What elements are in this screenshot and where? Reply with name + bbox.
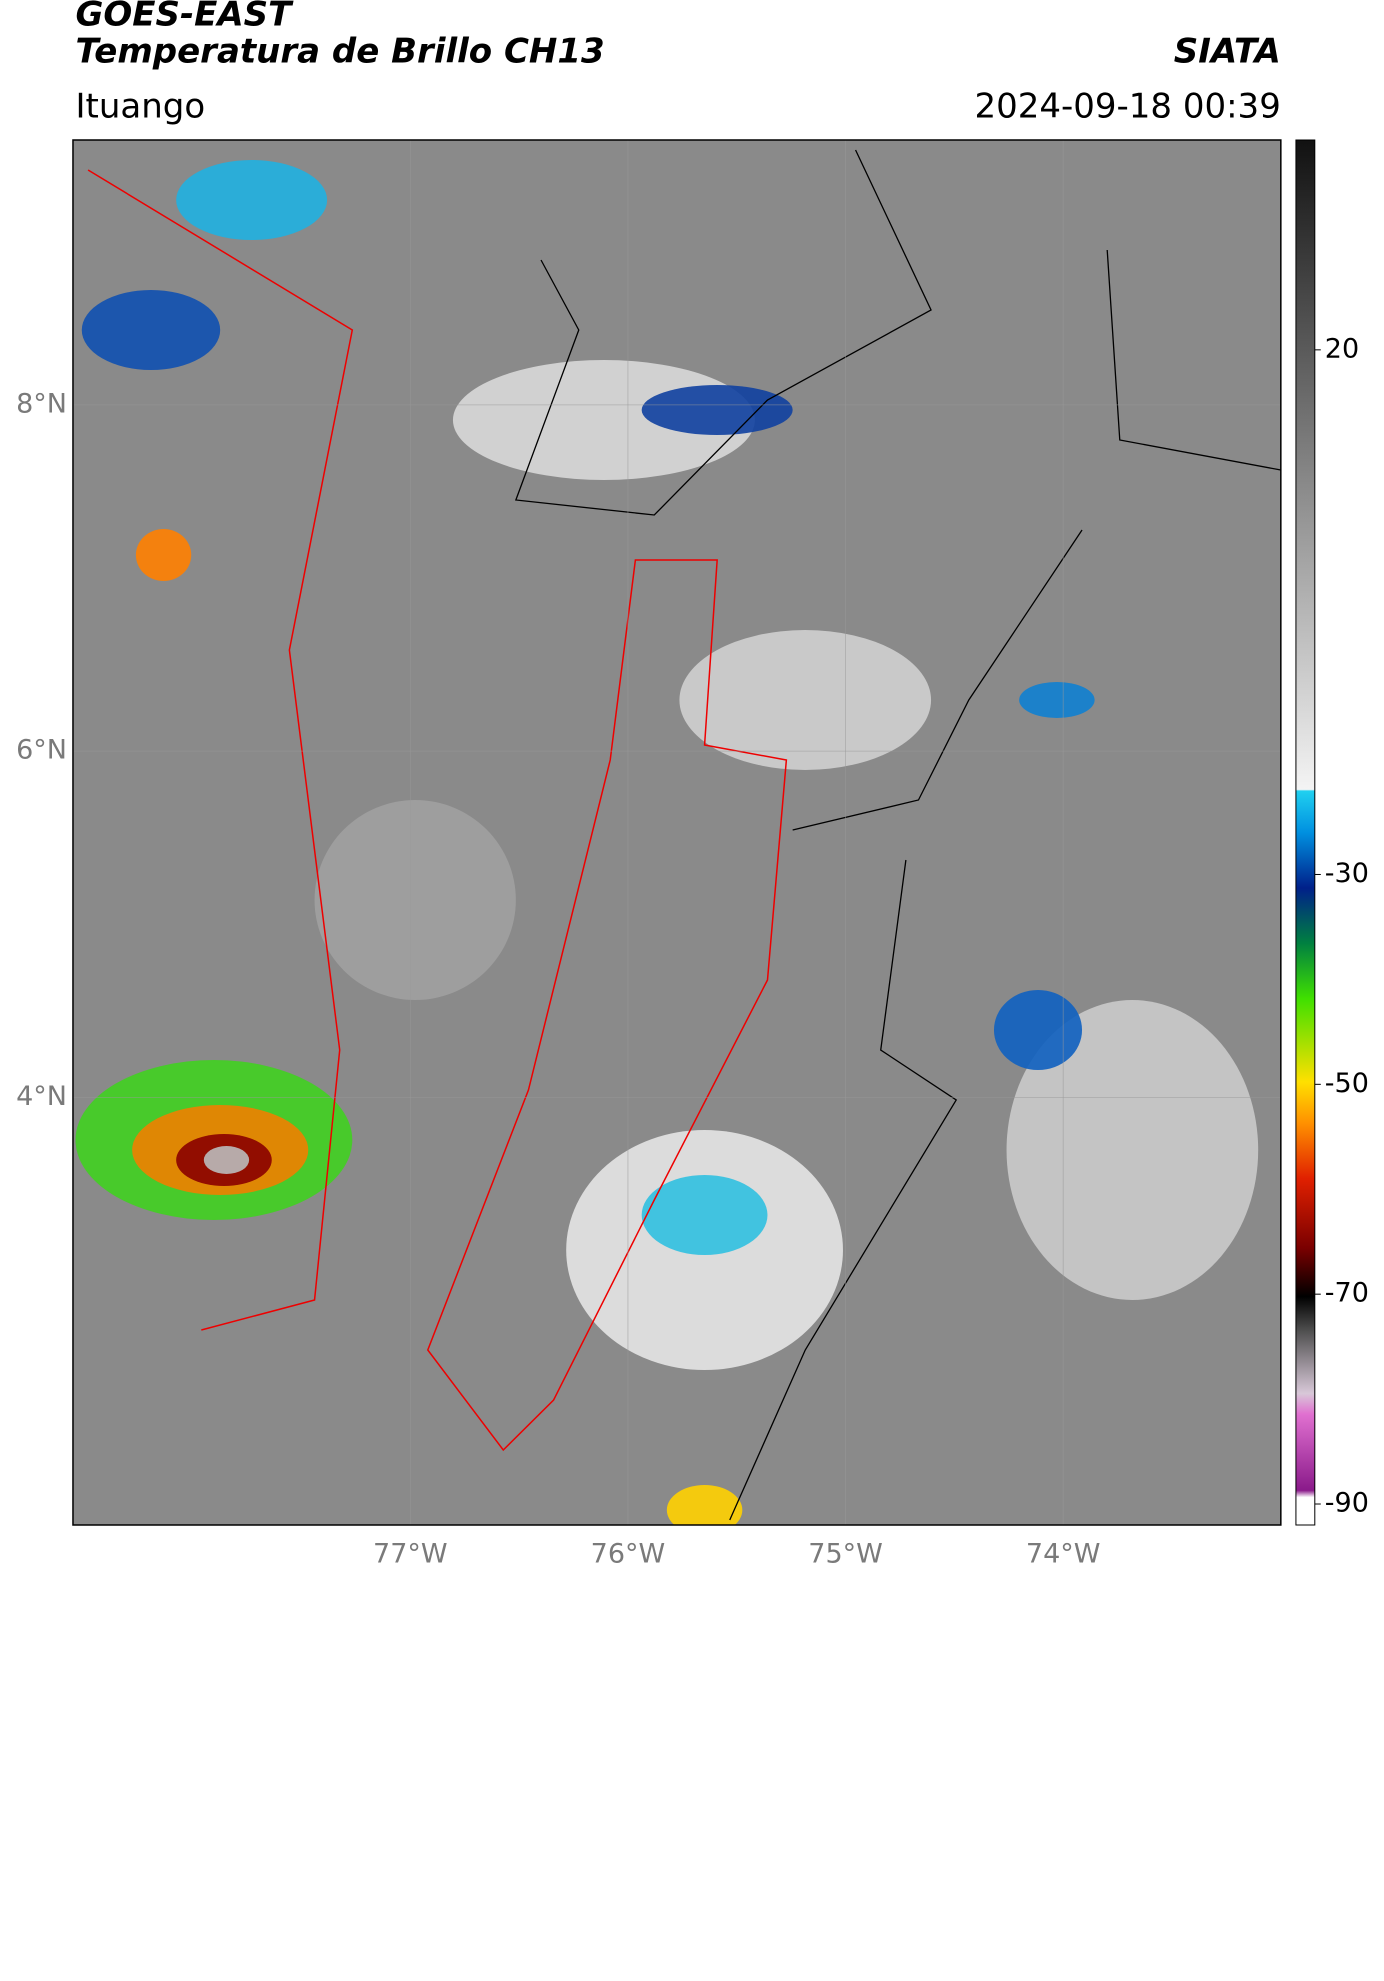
cloud [203, 1146, 250, 1174]
datetime: 2024-09-18 00:39 [974, 87, 1280, 127]
source: SIATA [1174, 32, 1281, 72]
y-tick-label: 4°N [16, 1081, 67, 1112]
colorbar-label: 20 [1325, 333, 1359, 364]
cloud [1019, 682, 1095, 718]
x-tick-label: 75°W [808, 1539, 883, 1570]
colorbar-label: -90 [1325, 1488, 1369, 1519]
title: Temperatura de Brillo CH13 [75, 32, 604, 72]
y-tick-label: 6°N [16, 735, 67, 766]
border [426, 559, 788, 1452]
border [514, 149, 1281, 1521]
cloud [993, 990, 1083, 1070]
cloud [641, 1175, 768, 1255]
cloud [81, 290, 221, 370]
satellite-image [72, 140, 1281, 1525]
border [87, 169, 354, 1331]
x-tick-label: 77°W [373, 1539, 448, 1570]
title: GOES-EAST [75, 0, 294, 35]
cloud [176, 160, 328, 240]
colorbar [1295, 139, 1316, 1526]
cloud [135, 529, 192, 581]
colorbar-label: -50 [1325, 1068, 1369, 1099]
cloud [1006, 1000, 1259, 1300]
location: Ituango [75, 87, 205, 127]
cloud [641, 385, 793, 435]
colorbar-label: -30 [1325, 858, 1369, 889]
y-tick-label: 8°N [16, 388, 67, 419]
cloud [679, 630, 932, 770]
cloud [666, 1485, 743, 1525]
x-tick-label: 74°W [1026, 1539, 1101, 1570]
map-frame [72, 139, 1282, 1526]
cloud [314, 800, 516, 1000]
x-tick-label: 76°W [591, 1539, 666, 1570]
colorbar-label: -70 [1325, 1278, 1369, 1309]
